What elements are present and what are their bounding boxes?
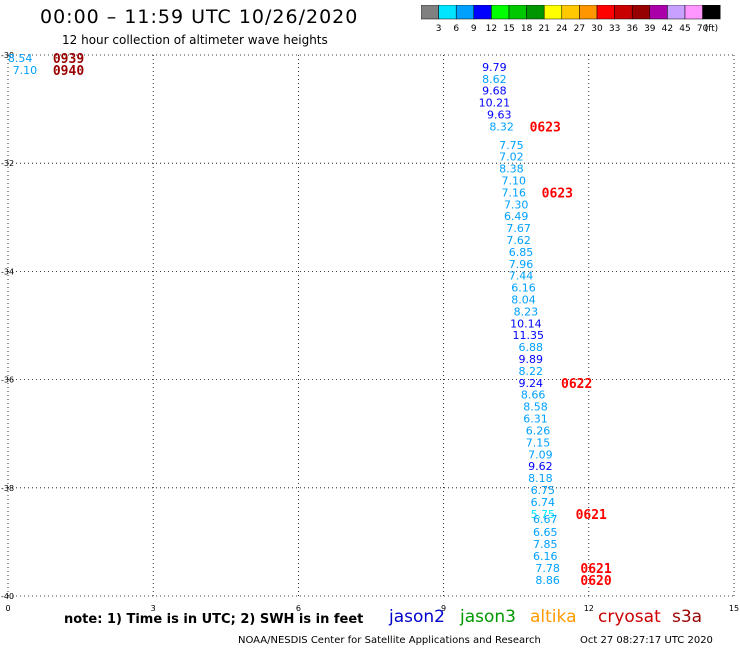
wave-height-point: 9.79	[482, 61, 507, 74]
x-tick-label: 0	[5, 604, 10, 613]
chart-title: 00:00 – 11:59 UTC 10/26/2020	[40, 6, 359, 28]
wave-height-point: 7.44	[509, 270, 534, 283]
wave-height-point: 8.22	[518, 365, 543, 378]
wave-height-point: 8.04	[511, 294, 536, 307]
wave-height-point: 5.75	[531, 508, 556, 521]
wave-height-point: 9.62	[528, 460, 553, 473]
wave-height-point: 10.14	[510, 317, 542, 330]
wave-height-point: 8.32	[489, 120, 514, 133]
wave-height-point: 6.88	[518, 341, 543, 354]
y-tick-label: -40	[1, 592, 14, 601]
wave-height-point: 8.58	[523, 401, 548, 414]
colorbar-tick-label: 45	[679, 24, 690, 33]
wave-height-point: 6.74	[531, 496, 556, 509]
wave-height-point: 9.89	[518, 353, 543, 366]
wave-height-point: 8.23	[514, 305, 539, 318]
wave-height-point: 7.10	[502, 175, 527, 188]
wave-height-point: 6.75	[531, 484, 556, 497]
y-tick-label: -30	[1, 51, 14, 60]
y-tick-label: -38	[1, 484, 14, 493]
wave-height-point: 8.86	[535, 574, 560, 587]
colorbar-tick-label: 12	[486, 24, 497, 33]
satellite-cryosat-label: cryosat	[598, 607, 661, 627]
y-tick-label: -34	[1, 267, 14, 276]
satellite-jason2-label: jason2	[389, 607, 445, 627]
colorbar-tick-label: 15	[503, 24, 514, 33]
wave-height-point: 6.16	[533, 550, 558, 563]
chart-subtitle: 12 hour collection of altimeter wave hei…	[62, 33, 328, 47]
wave-height-point: 6.85	[509, 246, 534, 259]
pass-time-label: 0621	[580, 562, 611, 577]
colorbar-tick-label: 42	[662, 24, 673, 33]
wave-height-point: 7.96	[509, 258, 534, 271]
colorbar-swatch	[702, 5, 721, 20]
colorbar-tick-label: 18	[521, 24, 533, 33]
legend-note: note: 1) Time is in UTC; 2) SWH is in fe…	[64, 612, 364, 627]
x-tick-label: 3	[151, 604, 156, 613]
wave-height-point: 9.63	[487, 109, 512, 122]
footer-source: NOAA/NESDIS Center for Satellite Applica…	[238, 635, 541, 646]
colorbar-tick-label: 27	[574, 24, 585, 33]
wave-height-point: 7.85	[533, 538, 558, 551]
wave-height-point: 8.66	[521, 389, 546, 402]
x-tick-label: 15	[729, 604, 739, 613]
colorbar-tick-label: 36	[626, 24, 638, 33]
wave-height-point: 10.21	[479, 97, 511, 110]
y-tick-label: -32	[1, 159, 14, 168]
x-tick-label: 9	[441, 604, 446, 613]
wave-height-point: 6.26	[526, 424, 551, 437]
colorbar-tick-label: 9	[471, 24, 477, 33]
wave-height-point: 7.15	[526, 436, 551, 449]
wave-height-point: 7.67	[506, 222, 531, 235]
pass-time-label: 0620	[580, 574, 611, 589]
wave-height-point: 8.18	[528, 472, 553, 485]
wave-height-point: 8.38	[499, 163, 524, 176]
wave-height-point: 7.78	[535, 562, 560, 575]
colorbar-unit: (ft)	[705, 24, 719, 33]
x-tick-label: 6	[296, 604, 301, 613]
wave-height-point: 7.02	[499, 151, 524, 164]
colorbar-tick-label: 39	[644, 24, 656, 33]
pass-time-label: 0621	[576, 508, 607, 523]
pass-time-label: 0622	[561, 377, 592, 392]
pass-time-label: 0939	[53, 52, 84, 67]
colorbar-tick-label: 24	[556, 24, 568, 33]
wave-height-point: 6.65	[533, 526, 558, 539]
satellite-jason3-label: jason3	[460, 607, 516, 627]
colorbar-tick-label: 6	[453, 24, 459, 33]
wave-height-point: 7.16	[502, 186, 527, 199]
colorbar-tick-label: 30	[591, 24, 603, 33]
wave-height-point: 7.10	[13, 64, 38, 77]
wave-height-point: 9.24	[518, 377, 543, 390]
wave-height-point: 6.49	[504, 210, 529, 223]
pass-time-label: 0623	[530, 120, 561, 135]
wave-height-point: 6.31	[523, 413, 548, 426]
colorbar-tick-label: 33	[609, 24, 620, 33]
wave-height-point: 8.62	[482, 73, 507, 86]
satellite-altika-label: altika	[530, 607, 577, 627]
wave-height-point: 7.09	[528, 448, 553, 461]
satellite-s3a-label: s3a	[672, 607, 703, 627]
y-tick-label: -36	[1, 376, 14, 385]
footer-timestamp: Oct 27 08:27:17 UTC 2020	[580, 635, 713, 646]
pass-time-label: 0940	[53, 64, 84, 79]
colorbar-tick-label: 3	[436, 24, 442, 33]
color-scale-legend: 3 6 9 12 15 18 21 24 27 30 33 36 39 42 45 70(ft)	[421, 5, 721, 33]
x-tick-label: 12	[584, 604, 594, 613]
wave-height-point: 11.35	[513, 329, 545, 342]
colorbar-tick-label: 21	[538, 24, 549, 33]
wave-height-point: 7.75	[499, 139, 524, 152]
wave-height-point: 7.62	[506, 234, 531, 247]
wave-height-point: 6.67	[533, 513, 558, 526]
wave-height-point: 9.68	[482, 85, 507, 98]
pass-time-label: 0623	[542, 186, 573, 201]
wave-height-point: 8.54	[8, 52, 33, 65]
colorbar-tick-label: 70	[697, 24, 709, 33]
wave-height-point: 6.16	[511, 282, 536, 295]
wave-height-point: 7.30	[504, 198, 529, 211]
